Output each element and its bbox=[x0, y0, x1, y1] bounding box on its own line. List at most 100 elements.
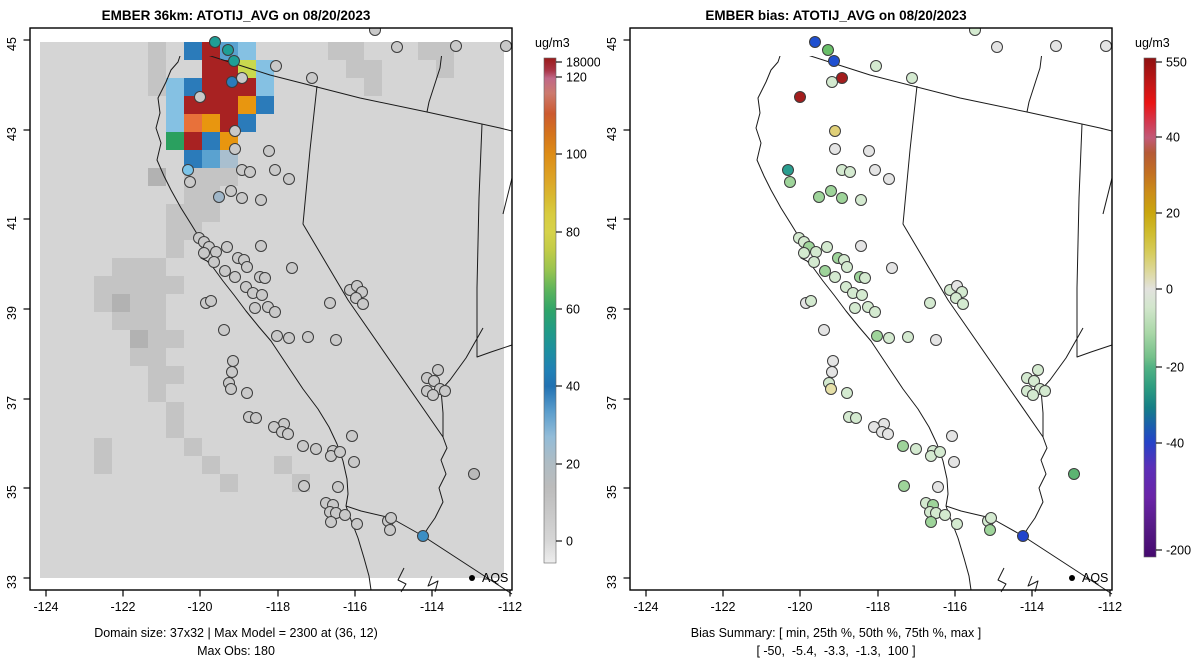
model-value-cell bbox=[202, 60, 220, 78]
raster-cell bbox=[148, 42, 166, 60]
left-map-figure: AQS -124 -122 -120 -118 -116 -114 -112 45 43 41 39 3… bbox=[5, 27, 600, 614]
colorbar-tick-label: 80 bbox=[566, 226, 580, 240]
state-boundary-line bbox=[1027, 575, 1039, 593]
aqs-site-point bbox=[1027, 389, 1039, 401]
aqs-site-point bbox=[782, 164, 794, 176]
y-axis-tick-label: 43 bbox=[605, 127, 619, 141]
raster-cell bbox=[112, 312, 130, 330]
colorbar-tick-label: 60 bbox=[566, 303, 580, 317]
aqs-site-point bbox=[849, 302, 861, 314]
aqs-site-point bbox=[351, 518, 363, 530]
model-value-cell bbox=[166, 132, 184, 150]
aqs-site-point bbox=[825, 185, 837, 197]
raster-cell bbox=[112, 258, 130, 276]
aqs-site-point bbox=[468, 468, 480, 480]
aqs-site-point bbox=[827, 355, 839, 367]
model-value-cell bbox=[256, 78, 274, 96]
aqs-site-point bbox=[325, 516, 337, 528]
raster-cell bbox=[94, 276, 112, 294]
aqs-site-point bbox=[428, 375, 440, 387]
aqs-site-point bbox=[809, 36, 821, 48]
raster-cell bbox=[148, 384, 166, 402]
aqs-site-point bbox=[826, 76, 838, 88]
aqs-site-point bbox=[930, 334, 942, 346]
aqs-site-point bbox=[826, 366, 838, 378]
x-axis-tick-label: -114 bbox=[1020, 600, 1044, 614]
y-axis-tick-label: 39 bbox=[605, 306, 619, 320]
x-axis-tick-label: -120 bbox=[187, 600, 212, 614]
raster-cell bbox=[94, 438, 112, 456]
aqs-site-point bbox=[794, 91, 806, 103]
model-value-cell bbox=[184, 150, 202, 168]
model-value-cell bbox=[256, 60, 274, 78]
aqs-site-point bbox=[219, 265, 231, 277]
state-boundary-line bbox=[302, 85, 448, 537]
aqs-site-point bbox=[310, 443, 322, 455]
aqs-site-point bbox=[924, 297, 936, 309]
y-axis-tick-label: 37 bbox=[605, 396, 619, 410]
raster-cell bbox=[274, 456, 292, 474]
raster-cell bbox=[130, 258, 148, 276]
x-axis-tick-label: -120 bbox=[787, 600, 812, 614]
colorbar-tick-label: -20 bbox=[1166, 361, 1184, 375]
aqs-site-point bbox=[969, 28, 981, 36]
aqs-site-point bbox=[886, 262, 898, 274]
aqs-site-point bbox=[427, 389, 439, 401]
aqs-site-point bbox=[263, 145, 275, 157]
model-value-cell bbox=[166, 96, 184, 114]
aqs-site-point bbox=[229, 143, 241, 155]
aqs-site-point bbox=[450, 40, 462, 52]
aqs-site-point bbox=[225, 383, 237, 395]
aqs-site-point bbox=[210, 246, 222, 258]
colorbar-units-label: ug/m3 bbox=[1135, 36, 1170, 50]
aqs-legend-label: AQS bbox=[482, 571, 508, 585]
raster-cell bbox=[184, 186, 202, 204]
model-value-cell bbox=[202, 132, 220, 150]
aqs-site-point bbox=[250, 412, 262, 424]
model-value-cell bbox=[166, 78, 184, 96]
aqs-site-point bbox=[182, 164, 194, 176]
x-axis-tick-label: -118 bbox=[866, 600, 890, 614]
state-boundary-line bbox=[808, 56, 1113, 132]
y-axis-tick-label: 41 bbox=[605, 216, 619, 230]
aqs-site-point bbox=[910, 443, 922, 455]
state-boundary-line bbox=[502, 177, 513, 215]
state-boundary-line bbox=[1026, 56, 1043, 113]
y-axis-tick-label: 33 bbox=[5, 575, 19, 589]
aqs-site-point bbox=[1039, 385, 1051, 397]
raster-cell bbox=[202, 204, 220, 222]
y-axis-tick-label: 37 bbox=[5, 396, 19, 410]
raster-cell bbox=[202, 456, 220, 474]
y-axis-tick-label: 33 bbox=[605, 575, 619, 589]
aqs-site-point bbox=[241, 387, 253, 399]
raster-cell bbox=[148, 258, 166, 276]
aqs-site-point bbox=[439, 385, 451, 397]
aqs-site-point bbox=[784, 176, 796, 188]
aqs-site-point bbox=[855, 240, 867, 252]
raster-cell bbox=[166, 222, 184, 240]
colorbar-units-label: ug/m3 bbox=[535, 36, 570, 50]
x-axis-tick-label: -122 bbox=[710, 600, 735, 614]
state-boundary-line bbox=[476, 123, 513, 358]
raster-cell bbox=[94, 294, 112, 312]
aqs-site-point bbox=[813, 191, 825, 203]
aqs-site-point bbox=[819, 265, 831, 277]
aqs-site-point bbox=[357, 298, 369, 310]
aqs-site-point bbox=[229, 271, 241, 283]
aqs-site-point bbox=[218, 324, 230, 336]
colorbar-tick-label: -40 bbox=[1166, 437, 1184, 451]
aqs-site-point bbox=[306, 72, 318, 84]
x-axis-tick-label: -116 bbox=[943, 600, 967, 614]
aqs-site-point bbox=[385, 512, 397, 524]
raster-cell bbox=[148, 330, 166, 348]
raster-cell bbox=[328, 42, 346, 60]
state-boundary-line bbox=[1102, 177, 1113, 215]
raster-cell bbox=[148, 366, 166, 384]
raster-cell bbox=[184, 204, 202, 222]
aqs-site-point bbox=[259, 272, 271, 284]
raster-cell bbox=[94, 456, 112, 474]
aqs-site-point bbox=[241, 261, 253, 273]
raster-cell bbox=[436, 42, 454, 60]
state-boundary-line bbox=[902, 85, 1048, 537]
raster-cell bbox=[112, 294, 130, 312]
